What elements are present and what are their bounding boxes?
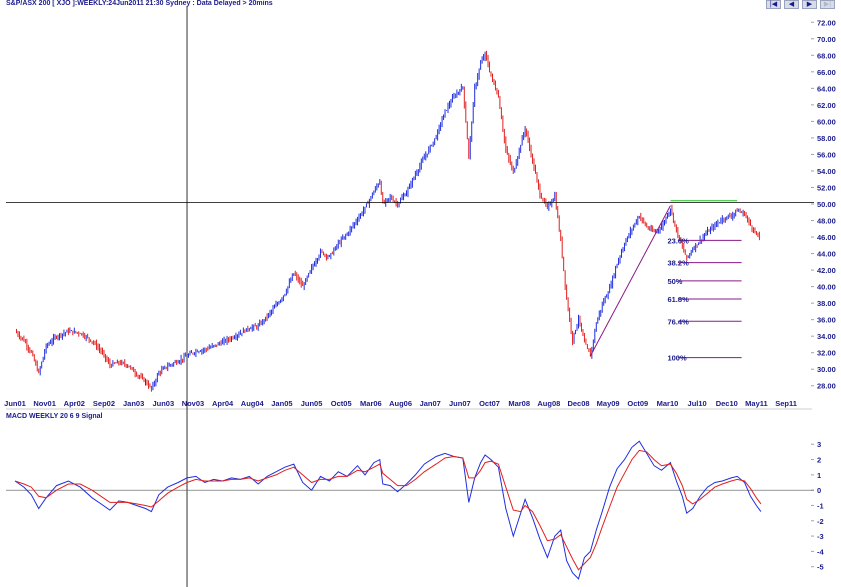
date-tick-label: Mar08: [508, 399, 530, 408]
macd-tick-label: 3: [817, 440, 821, 449]
date-tick-label: Aug06: [389, 399, 412, 408]
price-tick-label: 72.00: [817, 18, 836, 27]
macd-tick-label: -4: [817, 547, 824, 556]
macd-tick-label: 1: [817, 471, 821, 480]
macd-tick-label: 2: [817, 456, 821, 465]
date-tick-label: Jan07: [420, 399, 441, 408]
price-overlays: 23.6% 38.2% 50% 61.8% 76.4% 100%: [6, 6, 814, 587]
chart-title: S&P/ASX 200 [ XJO ]:WEEKLY:24Jun2011 21:…: [6, 0, 273, 7]
macd-y-axis: 3 2 1 0 -1 -2 -3 -4 -5: [6, 440, 824, 572]
macd-tick-label: -5: [817, 563, 824, 572]
date-tick-label: Jan03: [123, 399, 144, 408]
price-tick-label: 58.00: [817, 134, 836, 143]
date-tick-label: Dec08: [567, 399, 589, 408]
price-tick-label: 40.00: [817, 283, 836, 292]
macd-tick-label: -3: [817, 532, 824, 541]
date-tick-label: Jul10: [688, 399, 707, 408]
price-tick-label: 62.00: [817, 101, 836, 110]
date-tick-label: Mar06: [360, 399, 382, 408]
price-tick-label: 54.00: [817, 167, 836, 176]
price-tick-label: 34.00: [817, 332, 836, 341]
date-tick-label: May09: [597, 399, 620, 408]
nav-first-button[interactable]: |◀: [766, 0, 781, 9]
fibonacci-level-label: 38.2%: [667, 259, 689, 268]
date-tick-label: Sep02: [93, 399, 115, 408]
price-tick-label: 36.00: [817, 316, 836, 325]
price-tick-label: 56.00: [817, 150, 836, 159]
nav-next-button[interactable]: ▶: [802, 0, 817, 9]
macd-tick-label: 0: [817, 486, 821, 495]
macd-tick-label: -2: [817, 517, 824, 526]
price-tick-label: 28.00: [817, 382, 836, 391]
date-tick-label: Apr04: [212, 399, 234, 408]
date-tick-label: Aug04: [241, 399, 265, 408]
date-tick-label: Apr02: [64, 399, 85, 408]
macd-panel-title: MACD WEEKLY 20 6 9 Signal: [6, 413, 103, 420]
price-tick-label: 52.00: [817, 183, 836, 192]
date-tick-label: Jun07: [449, 399, 471, 408]
fibonacci-level-label: 76.4%: [667, 317, 689, 326]
price-tick-label: 44.00: [817, 250, 836, 259]
price-y-axis: 28.00 30.00 32.00 34.00 36.00 38.00 40.00 42.00…: [811, 18, 836, 391]
date-tick-label: Oct09: [627, 399, 648, 408]
price-tick-label: 30.00: [817, 365, 836, 374]
trend-line[interactable]: [589, 205, 671, 357]
date-tick-label: Mar10: [657, 399, 679, 408]
macd-line: [14, 440, 762, 580]
price-tick-label: 38.00: [817, 299, 836, 308]
date-tick-label: Oct07: [479, 399, 500, 408]
price-tick-label: 60.00: [817, 117, 836, 126]
price-tick-label: 48.00: [817, 217, 836, 226]
price-tick-label: 42.00: [817, 266, 836, 275]
date-tick-label: Dec10: [716, 399, 738, 408]
signal-line: [14, 449, 762, 571]
date-tick-label: Jan05: [271, 399, 292, 408]
price-tick-label: 64.00: [817, 84, 836, 93]
nav-prev-button[interactable]: ◀: [784, 0, 799, 9]
fibonacci-level-label: 50%: [667, 277, 682, 286]
date-tick-label: Oct05: [331, 399, 352, 408]
price-tick-label: 46.00: [817, 233, 836, 242]
date-tick-label: Sep11: [775, 399, 797, 408]
date-tick-label: Jun03: [152, 399, 174, 408]
price-candles: [15, 50, 760, 392]
nav-last-button[interactable]: ▶|: [820, 0, 835, 9]
macd-lines: [14, 440, 762, 580]
fibonacci-level-label: 61.8%: [667, 295, 689, 304]
date-tick-label: Nov01: [33, 399, 56, 408]
date-x-axis: Jun01 Nov01 Apr02 Sep02 Jan03 Jun03 Nov03 Apr04…: [4, 399, 797, 408]
macd-tick-label: -1: [817, 501, 824, 510]
price-tick-label: 70.00: [817, 35, 836, 44]
date-tick-label: Nov03: [182, 399, 205, 408]
date-tick-label: Aug08: [537, 399, 560, 408]
fibonacci-level-label: 100%: [667, 354, 687, 363]
price-tick-label: 68.00: [817, 51, 836, 60]
price-tick-label: 32.00: [817, 349, 836, 358]
price-tick-label: 66.00: [817, 68, 836, 77]
date-tick-label: Jun01: [4, 399, 26, 408]
fibonacci-level-label: 23.6%: [667, 236, 689, 245]
date-tick-label: May11: [745, 399, 768, 408]
price-tick-label: 50.00: [817, 200, 836, 209]
date-tick-label: Jun05: [301, 399, 323, 408]
